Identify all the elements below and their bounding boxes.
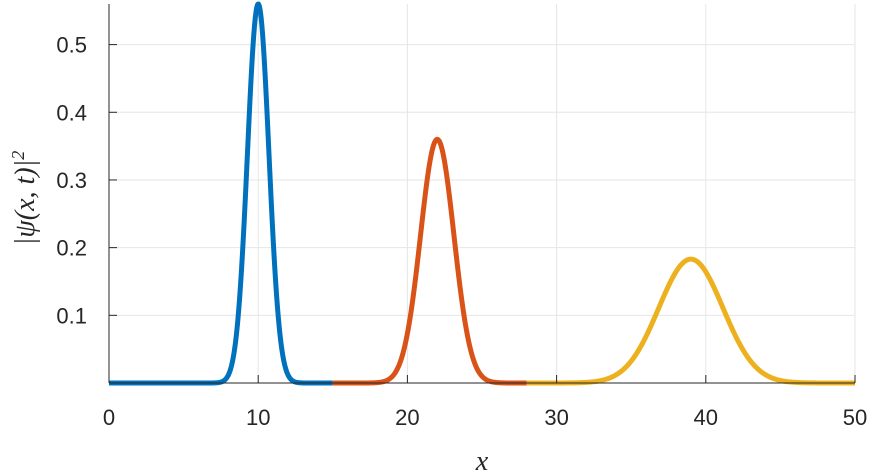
x-axis-label: x — [475, 446, 489, 475]
x-tick-label: 0 — [103, 405, 115, 430]
grid — [109, 4, 856, 383]
y-axis-label: |ψ(x, t)|2 — [8, 151, 41, 246]
x-tick-label: 20 — [395, 405, 419, 430]
axes — [108, 4, 856, 384]
x-tick-label: 50 — [843, 405, 867, 430]
x-tick-labels: 0 10 20 30 40 50 — [103, 405, 867, 430]
series-layer — [107, 1, 857, 386]
y-tick-labels: 0.1 0.2 0.3 0.4 0.5 — [56, 33, 87, 329]
series-line-3 — [525, 256, 857, 386]
x-tick-label: 40 — [694, 405, 718, 430]
series-line-2 — [330, 136, 529, 386]
series-line-1 — [107, 1, 335, 386]
y-axis-label-sup: 2 — [8, 151, 28, 160]
y-tick-label: 0.1 — [56, 303, 87, 328]
y-axis-label-base: |ψ(x, t)| — [10, 160, 41, 246]
x-tick-label: 10 — [246, 405, 270, 430]
y-tick-label: 0.5 — [56, 33, 87, 58]
y-tick-label: 0.2 — [56, 236, 87, 261]
y-tick-label: 0.3 — [56, 168, 87, 193]
y-tick-label: 0.4 — [56, 100, 87, 125]
x-tick-label: 30 — [544, 405, 568, 430]
